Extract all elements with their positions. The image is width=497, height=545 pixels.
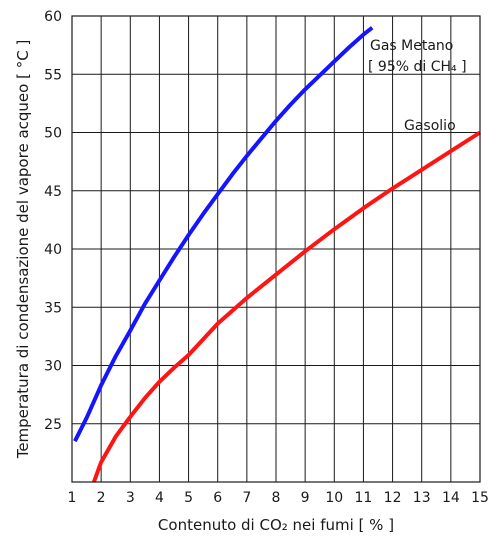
y-tick-label: 60	[44, 9, 62, 25]
series-label-gasolio: Gasolio	[404, 118, 456, 134]
plot-frame	[71, 15, 481, 483]
series-lines	[73, 26, 482, 483]
y-tick-label: 30	[44, 359, 62, 375]
x-tick-label: 1	[68, 490, 77, 506]
x-tick-label: 8	[272, 490, 281, 506]
x-tick-label: 10	[325, 490, 343, 506]
y-tick-label: 40	[44, 242, 62, 258]
y-axis-label: Temperatura di condensazione del vapore …	[14, 40, 32, 460]
x-tick-label: 9	[301, 490, 310, 506]
x-tick-label: 11	[355, 490, 373, 506]
series-line-1	[92, 130, 482, 483]
x-tick-label: 12	[384, 490, 402, 506]
x-tick-label: 13	[413, 490, 431, 506]
x-tick-label: 14	[442, 490, 460, 506]
x-tick-label: 7	[242, 490, 251, 506]
x-tick-labels: 1 2 3 4 5 6 7 8 9 10 11 12 13 14 15	[68, 490, 489, 506]
y-tick-label: 55	[44, 67, 62, 83]
y-tick-label: 50	[44, 126, 62, 142]
x-tick-label: 2	[97, 490, 106, 506]
series-label-gas-metano-subtitle: [ 95% di CH₄ ]	[368, 59, 467, 75]
x-tick-label: 4	[155, 490, 164, 506]
x-tick-label: 6	[213, 490, 222, 506]
series-line-0	[73, 26, 374, 443]
y-tick-label: 25	[44, 417, 62, 433]
y-tick-label: 35	[44, 300, 62, 316]
x-tick-label: 15	[471, 490, 489, 506]
y-tick-label: 45	[44, 184, 62, 200]
y-tick-labels: 25 30 35 40 45 50 55 60	[44, 9, 62, 433]
x-tick-label: 3	[126, 490, 135, 506]
series-label-gas-metano: Gas Metano	[370, 38, 453, 54]
x-tick-label: 5	[184, 490, 193, 506]
x-axis-label: Contenuto di CO₂ nei fumi [ % ]	[158, 516, 394, 534]
